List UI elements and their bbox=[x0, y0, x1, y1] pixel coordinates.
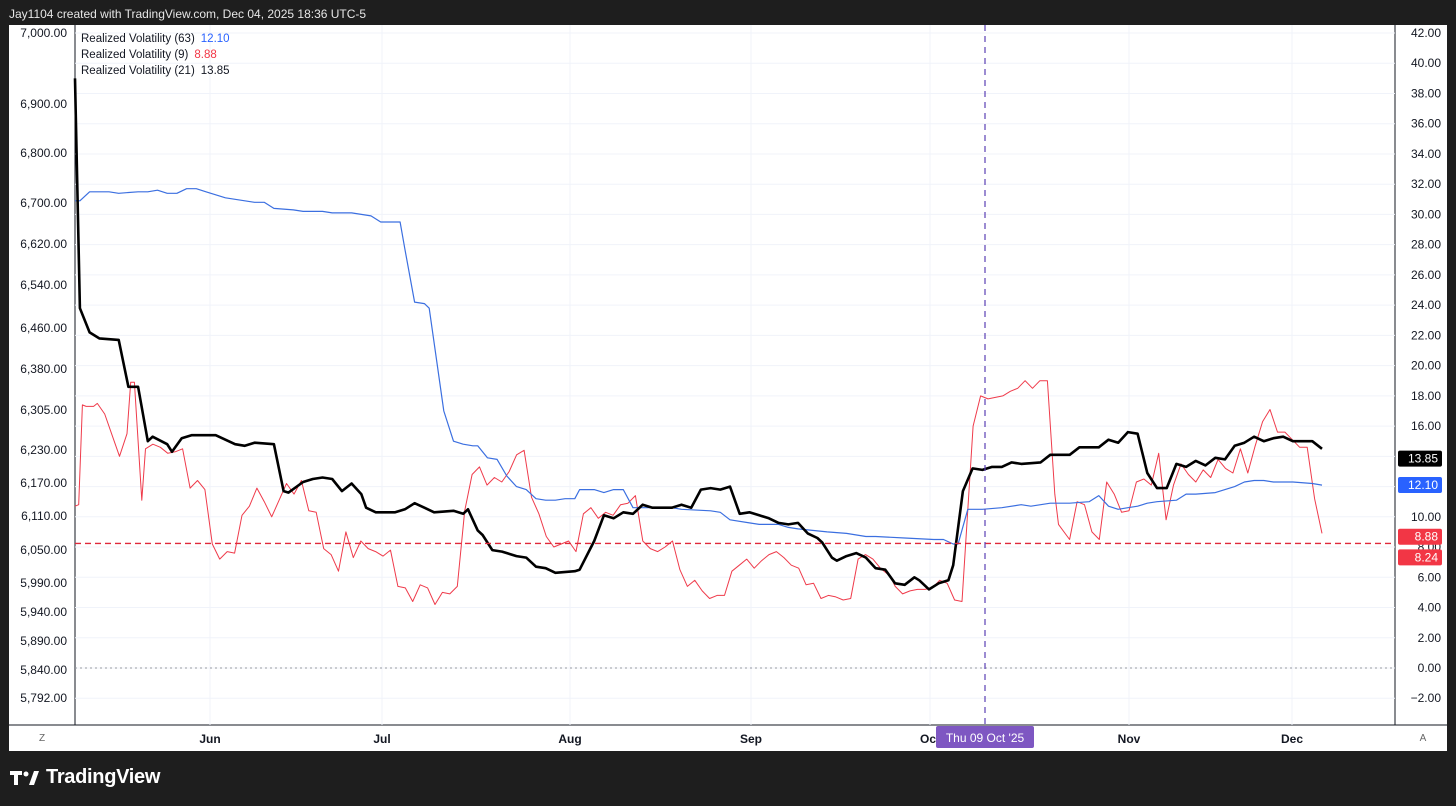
right-axis-label: 4.00 bbox=[1418, 601, 1442, 615]
time-axis-label: Oct bbox=[920, 732, 940, 746]
left-axis-label: 6,700.00 bbox=[20, 196, 67, 210]
right-axis-label: 34.00 bbox=[1411, 147, 1441, 161]
chart-canvas[interactable]: Jun Jul Aug Sep Oct Nov Dec 42.00 40.00 38.00 36.0… bbox=[9, 25, 1447, 751]
left-axis-label: 6,460.00 bbox=[20, 321, 67, 335]
legend-value: 13.85 bbox=[200, 65, 230, 77]
right-axis-label: 0.00 bbox=[1418, 661, 1442, 675]
right-axis-label: 2.00 bbox=[1418, 631, 1442, 645]
tradingview-brand: TradingView bbox=[46, 766, 161, 788]
right-axis-label: 20.00 bbox=[1411, 359, 1441, 373]
right-axis-label: 32.00 bbox=[1411, 177, 1441, 191]
legend-item[interactable]: Realized Volatility (21) 13.85 bbox=[81, 63, 230, 79]
auto-scale-button[interactable]: A bbox=[1419, 733, 1427, 744]
tradingview-logo: TradingView bbox=[10, 766, 160, 789]
right-axis-label: 38.00 bbox=[1411, 86, 1441, 100]
right-axis-label: −2.00 bbox=[1411, 691, 1442, 705]
right-axis-label: 28.00 bbox=[1411, 238, 1441, 252]
left-axis-label: 6,050.00 bbox=[20, 543, 67, 557]
price-badge-label: 8.24 bbox=[1415, 550, 1439, 564]
series-line-rv21 bbox=[73, 78, 1323, 591]
legend: Realized Volatility (63) 12.10 Realized V… bbox=[81, 31, 230, 79]
chart-panel[interactable]: Jun Jul Aug Sep Oct Nov Dec 42.00 40.00 38.00 36.0… bbox=[9, 25, 1447, 751]
left-axis-label: 5,940.00 bbox=[20, 605, 67, 619]
left-axis-label: 7,000.00 bbox=[20, 26, 67, 40]
time-axis-label: Aug bbox=[558, 732, 581, 746]
left-axis-label: 5,840.00 bbox=[20, 663, 67, 677]
right-axis-label: 18.00 bbox=[1411, 389, 1441, 403]
legend-item[interactable]: Realized Volatility (63) 12.10 bbox=[81, 31, 230, 47]
time-axis-label: Jul bbox=[373, 732, 390, 746]
time-axis-label: Jun bbox=[199, 732, 220, 746]
right-axis-label: 10.00 bbox=[1411, 510, 1441, 524]
left-axis-label: 6,170.00 bbox=[20, 476, 67, 490]
right-axis-label: 24.00 bbox=[1411, 298, 1441, 312]
series-line-rv63 bbox=[75, 188, 1323, 545]
price-badge bbox=[1398, 549, 1442, 566]
price-badge bbox=[1398, 528, 1442, 545]
legend-label: Realized Volatility (9) bbox=[81, 49, 189, 61]
right-axis-label: 30.00 bbox=[1411, 207, 1441, 221]
chart-header: Jay1104 created with TradingView.com, De… bbox=[9, 7, 367, 21]
left-axis-label: 5,792.00 bbox=[20, 691, 67, 705]
right-axis-label: 36.00 bbox=[1411, 117, 1441, 131]
zoom-reset-button[interactable]: Z bbox=[38, 733, 46, 744]
right-axis-label: 22.00 bbox=[1411, 328, 1441, 342]
tradingview-logo-icon bbox=[10, 770, 39, 785]
series-line-rv9 bbox=[74, 380, 1323, 605]
time-axis-label: Sep bbox=[740, 732, 762, 746]
crosshair-date-badge bbox=[936, 726, 1034, 748]
left-axis-label: 6,620.00 bbox=[20, 237, 67, 251]
left-axis-label: 6,110.00 bbox=[21, 509, 67, 523]
time-axis-label: Dec bbox=[1281, 732, 1303, 746]
right-axis-label: 42.00 bbox=[1411, 26, 1441, 40]
price-badge-label: 13.85 bbox=[1408, 452, 1438, 466]
price-badge-label: 8.88 bbox=[1415, 530, 1439, 544]
legend-label: Realized Volatility (21) bbox=[81, 65, 195, 77]
left-axis-label: 6,305.00 bbox=[20, 403, 67, 417]
time-axis-label: Nov bbox=[1118, 732, 1141, 746]
left-axis-label: 5,890.00 bbox=[20, 634, 67, 648]
legend-label: Realized Volatility (63) bbox=[81, 33, 195, 45]
left-axis-label: 6,380.00 bbox=[20, 362, 67, 376]
price-badge bbox=[1398, 450, 1442, 467]
left-axis-label: 5,990.00 bbox=[20, 576, 67, 590]
right-axis-label: 16.00 bbox=[1411, 419, 1441, 433]
legend-value: 8.88 bbox=[194, 49, 217, 61]
crosshair-date-label: Thu 09 Oct '25 bbox=[946, 731, 1025, 745]
right-axis-label: 6.00 bbox=[1418, 570, 1442, 584]
legend-value: 12.10 bbox=[200, 33, 230, 45]
legend-item[interactable]: Realized Volatility (9) 8.88 bbox=[81, 47, 230, 63]
price-badge bbox=[1398, 477, 1442, 494]
left-axis-label: 6,900.00 bbox=[20, 97, 67, 111]
left-axis-label: 6,800.00 bbox=[20, 146, 67, 160]
right-axis-label: 26.00 bbox=[1411, 268, 1441, 282]
left-axis-label: 6,540.00 bbox=[20, 278, 67, 292]
left-axis-label: 6,230.00 bbox=[20, 443, 67, 457]
right-axis-label: 40.00 bbox=[1411, 56, 1441, 70]
price-badge-label: 12.10 bbox=[1408, 478, 1438, 492]
